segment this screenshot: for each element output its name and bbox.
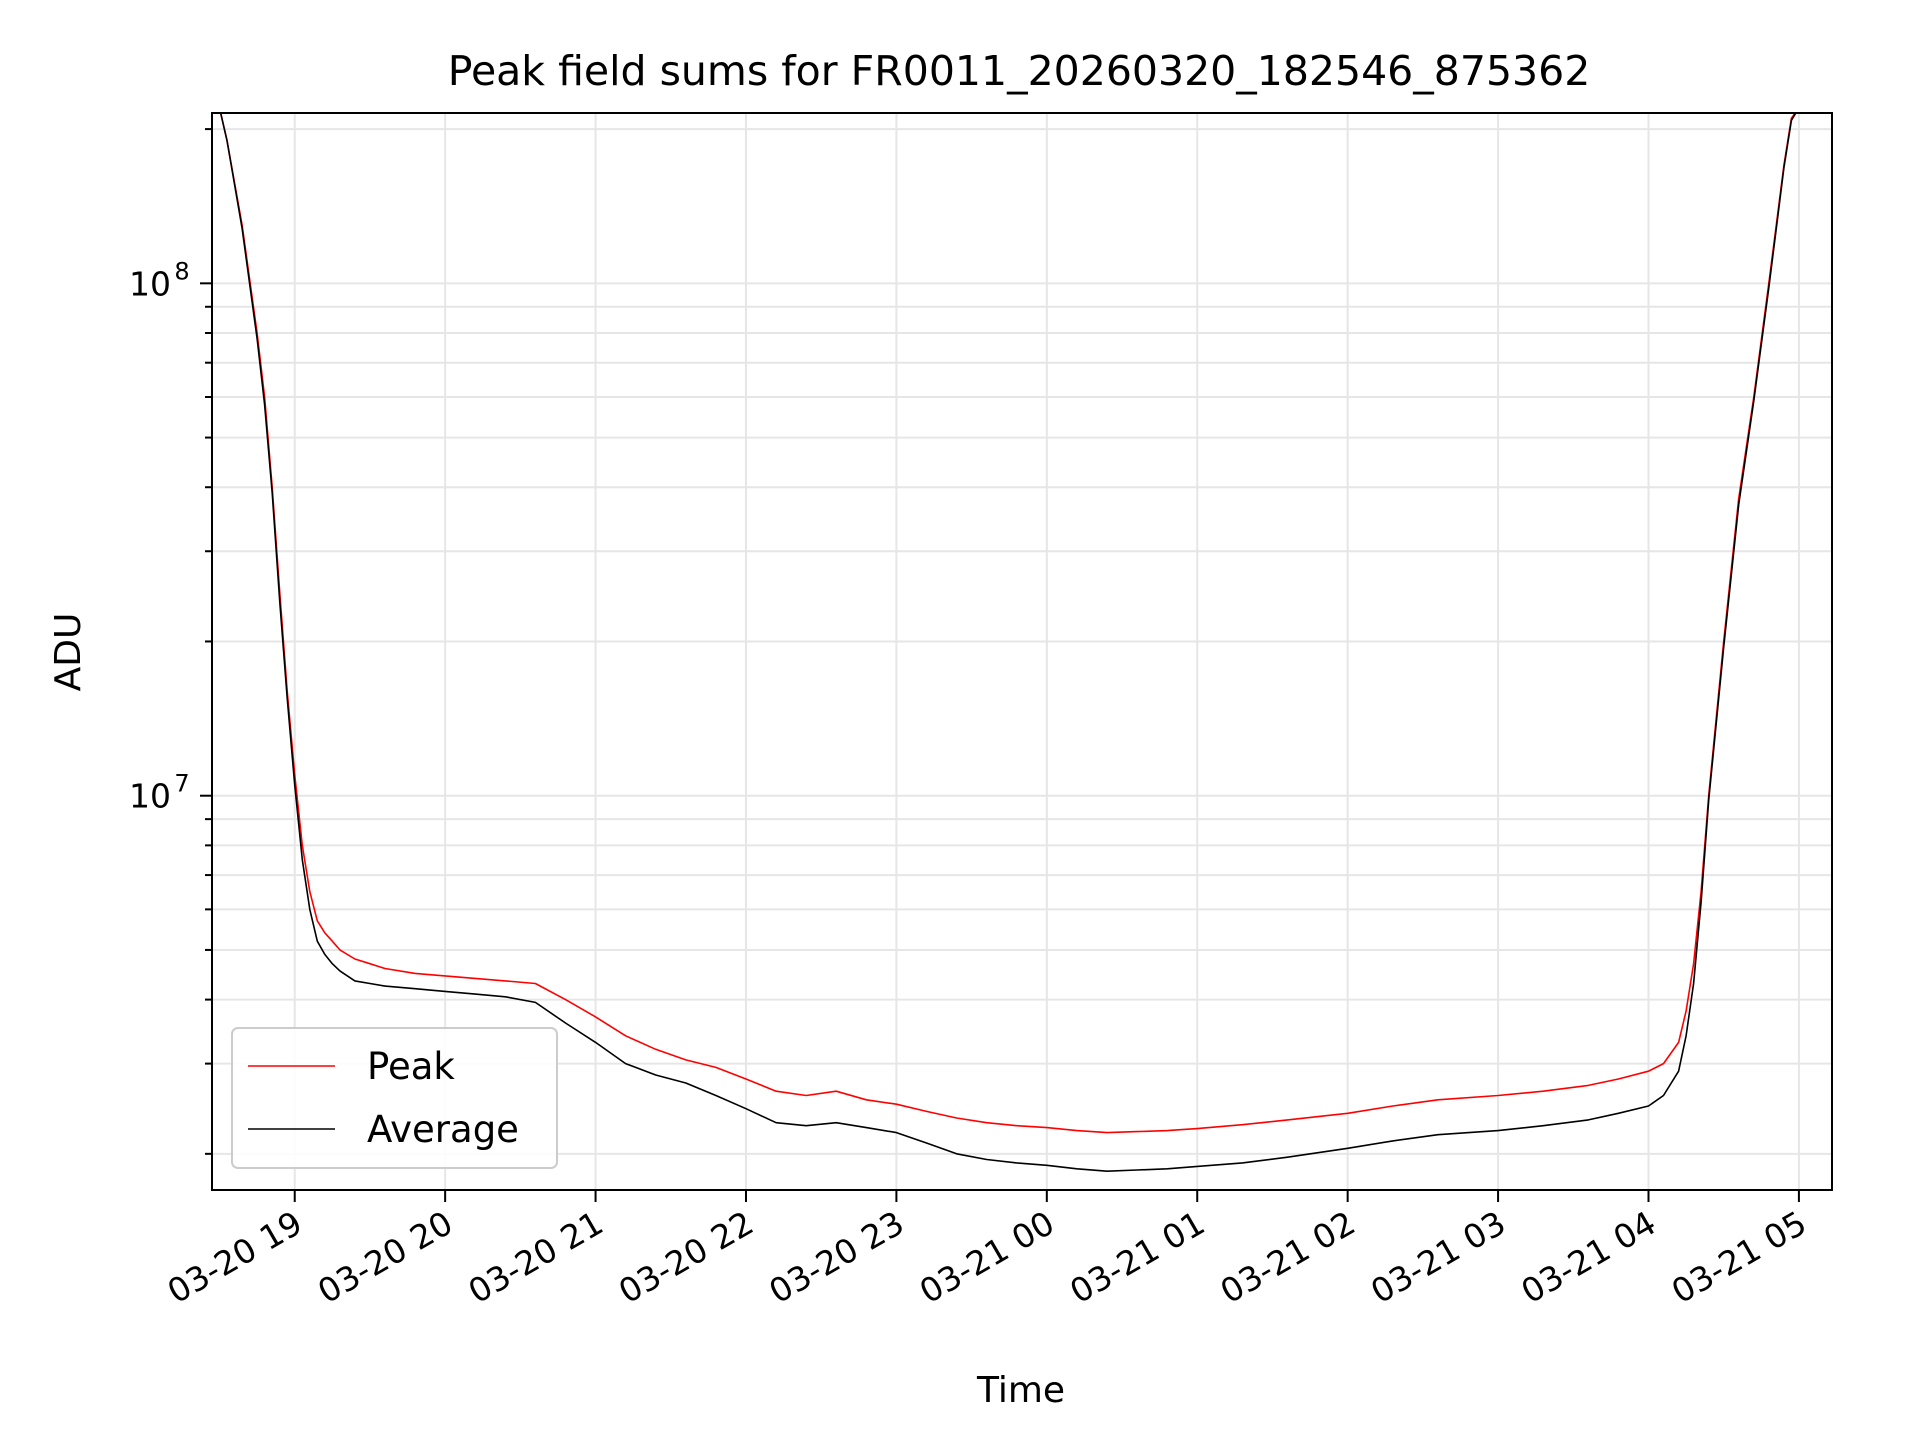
y-tick-label-exponent: 8	[174, 257, 189, 285]
y-tick-label: 10	[129, 264, 171, 303]
y-axis-label: ADU	[48, 613, 89, 692]
chart-title: Peak field sums for FR0011_20260320_1825…	[448, 47, 1591, 95]
y-tick-label-exponent: 7	[174, 770, 189, 798]
series-line-average	[219, 113, 1797, 1172]
series-line-peak	[219, 113, 1797, 1134]
plot-frame	[211, 112, 1833, 1191]
grid	[212, 113, 1832, 1190]
y-tick-label: 10	[129, 777, 171, 816]
x-axis-label: Time	[976, 1370, 1065, 1411]
legend-label-peak: Peak	[367, 1045, 455, 1088]
legend-box	[231, 1027, 558, 1169]
legend: Peak Average	[231, 1027, 558, 1169]
legend-label-average: Average	[367, 1108, 519, 1151]
series-group	[219, 113, 1797, 1172]
